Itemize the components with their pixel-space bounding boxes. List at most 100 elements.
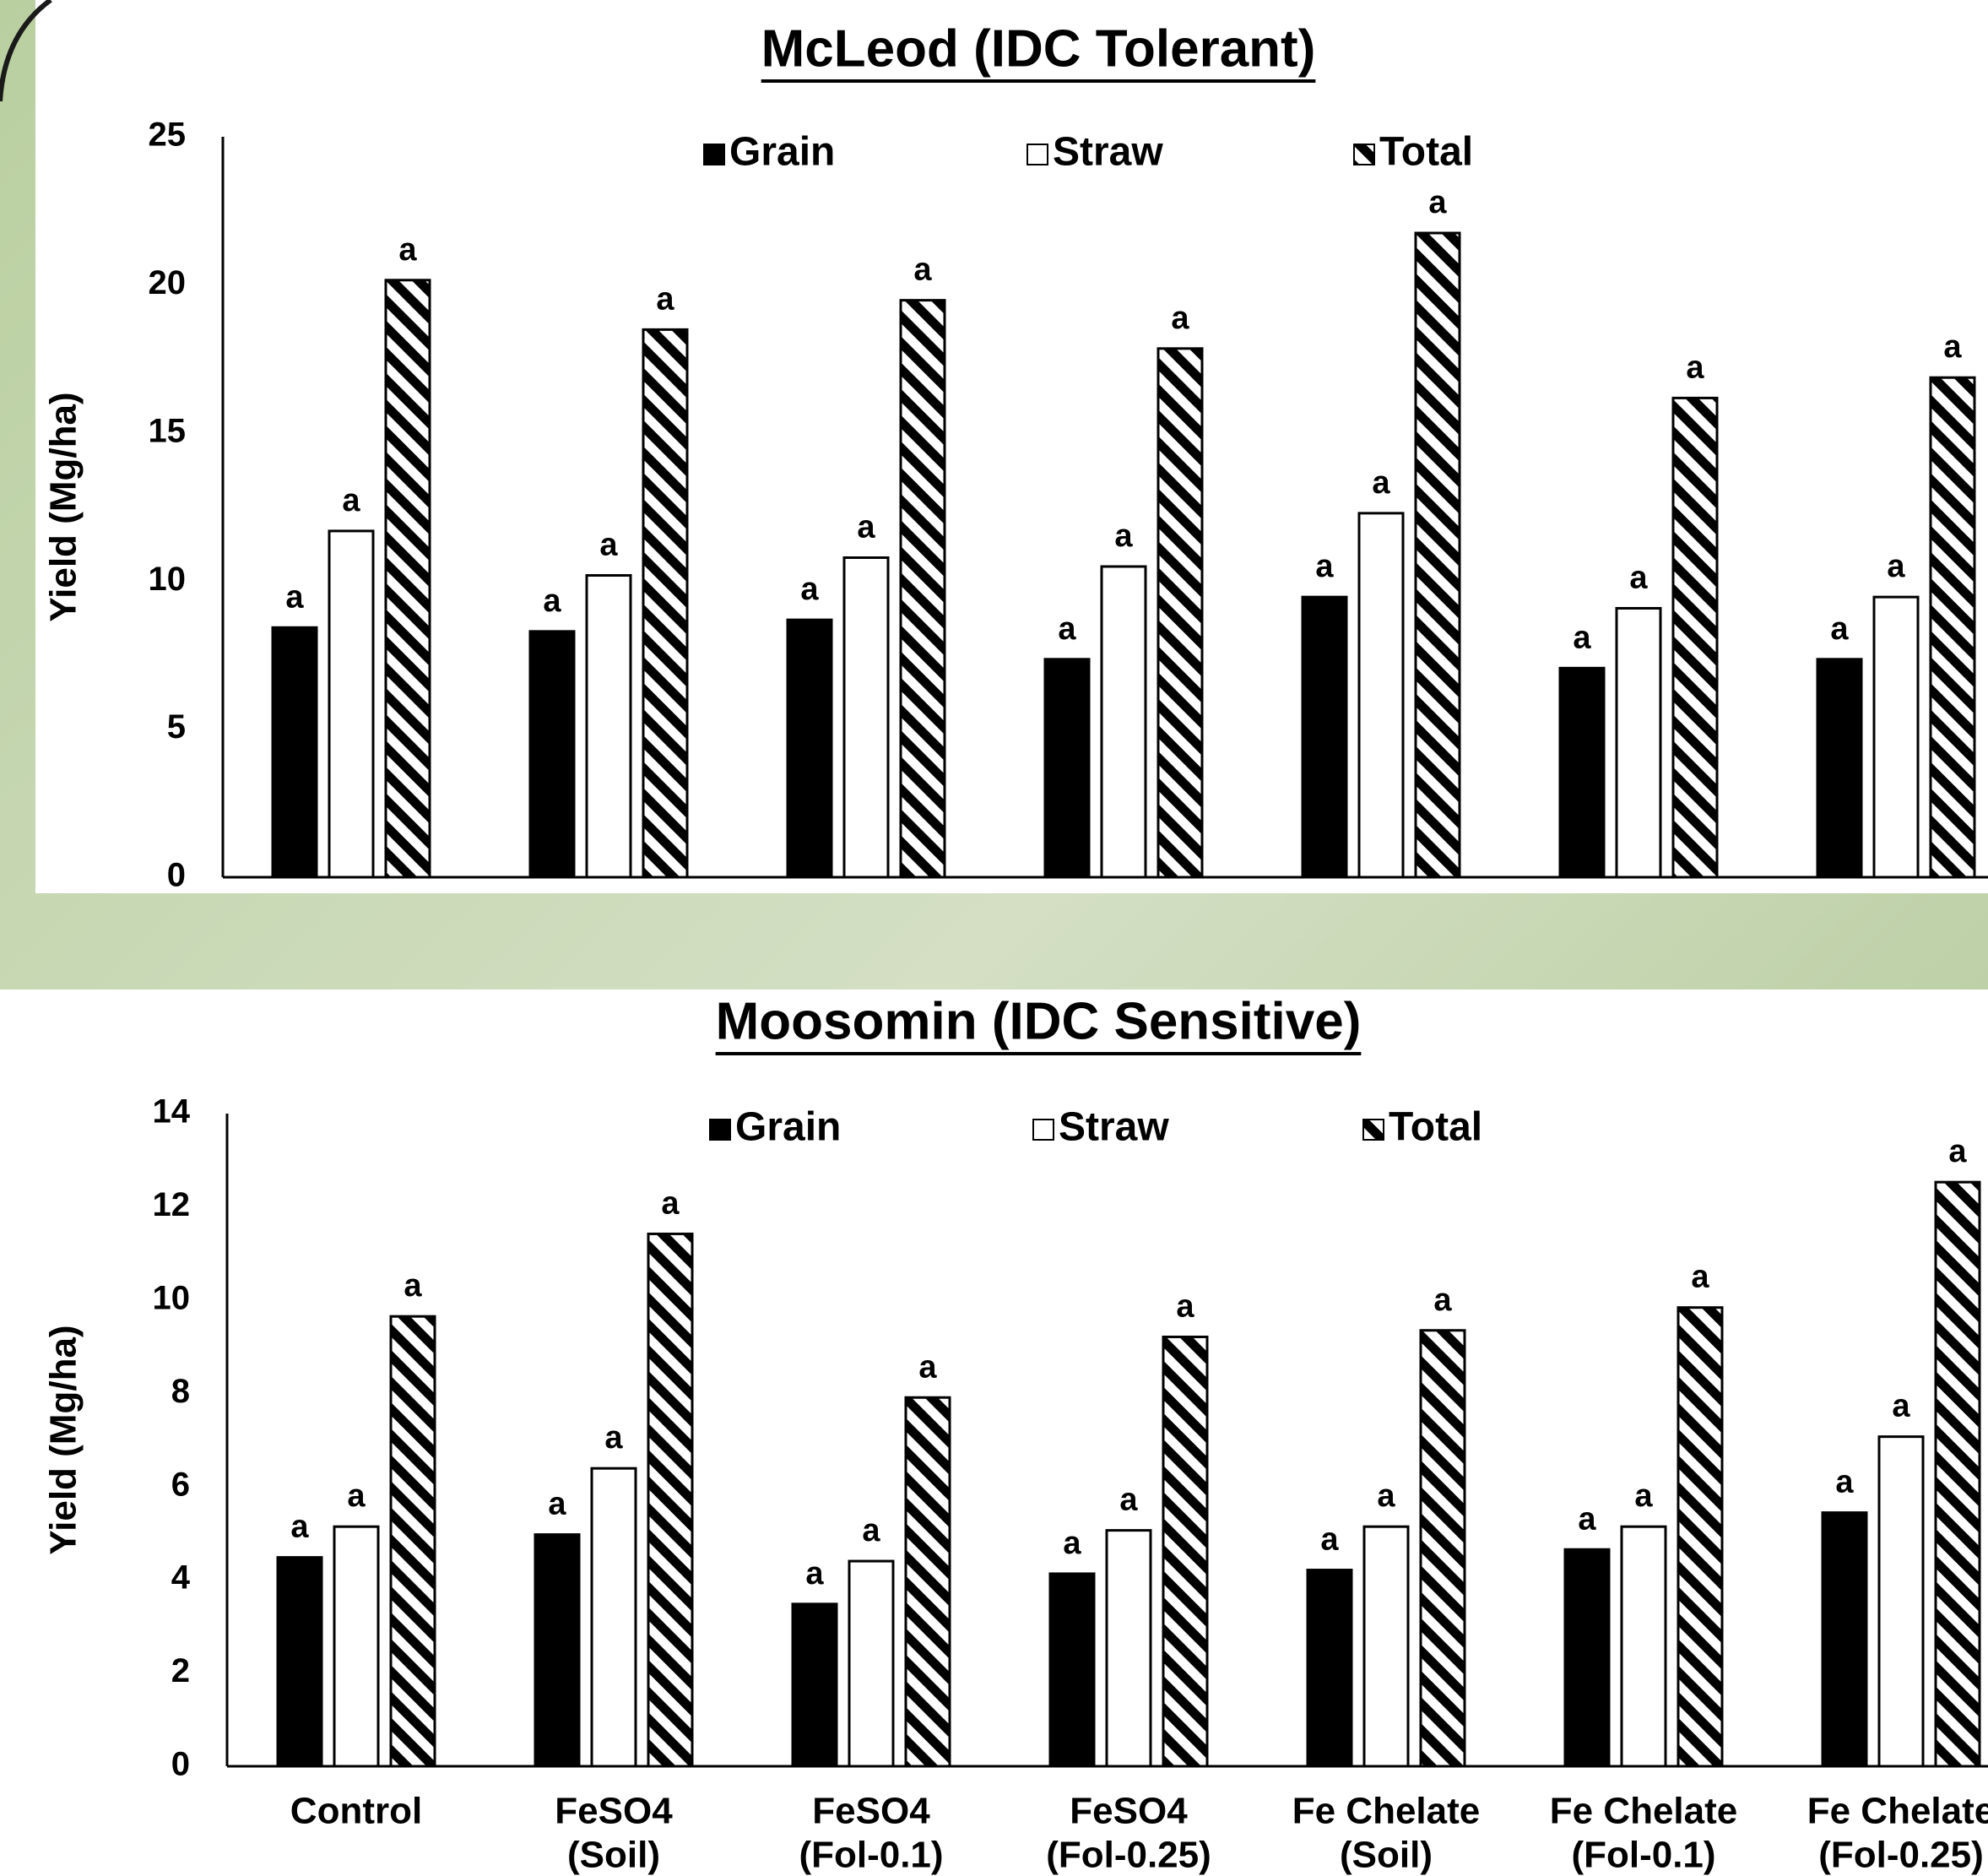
bar [1102,567,1146,877]
bar [901,301,945,877]
significance-letter: a [1948,1134,1967,1169]
x-tick-label: Control [290,1791,422,1832]
bar [1158,349,1202,877]
significance-letter: a [1058,611,1076,647]
bar [391,1316,435,1766]
bar [278,1558,322,1766]
bar [788,620,831,877]
significance-letter: a [1176,1289,1194,1325]
significance-letter: a [862,1513,880,1548]
legend-label: Straw [1059,1105,1169,1150]
x-tick-label: (Fol-0.1) [1571,1835,1715,1876]
significance-letter: a [913,252,932,288]
bar [849,1561,893,1766]
significance-letter: a [1114,518,1133,554]
x-tick-label: Fe Chelate [1550,1791,1738,1832]
y-tick-label: 12 [153,1186,191,1223]
y-tick-label: 6 [171,1466,190,1503]
significance-letter: a [1377,1478,1395,1514]
bar [1364,1526,1408,1766]
significance-letter: a [1433,1282,1452,1318]
significance-letter: a [800,572,819,607]
chart: McLeod (IDC Tolerant)Yield (Mg/ha)051015… [0,0,1988,1876]
significance-letter: a [661,1185,680,1221]
y-tick-label: 10 [153,1279,191,1316]
y-axis-label: Yield (Mg/ha) [43,1325,84,1554]
bar [1045,659,1089,877]
significance-letter: a [347,1478,366,1514]
x-tick-label: FeSO4 [812,1791,930,1832]
significance-letter: a [1063,1526,1081,1561]
bar [386,280,430,877]
significance-letter: a [1320,1522,1339,1558]
bar [906,1397,950,1766]
x-tick-label: (Fol-0.1) [799,1835,943,1876]
bar [1622,1526,1666,1766]
significance-letter: a [285,579,304,615]
x-tick-label: Fe Chelate [1292,1791,1481,1832]
significance-letter: a [599,528,618,563]
legend-swatch [710,1120,730,1140]
significance-letter: a [398,232,417,268]
y-tick-label: 25 [149,117,187,154]
significance-letter: a [1372,465,1390,501]
bar [1874,597,1918,877]
legend-label: Grain [735,1105,841,1150]
legend-swatch [1363,1120,1384,1140]
significance-letter: a [342,483,360,518]
significance-letter: a [656,281,674,317]
significance-letter: a [1686,350,1704,385]
legend-label: Total [1389,1105,1482,1150]
bar [1308,1570,1352,1766]
legend-swatch [1027,144,1048,165]
chart-title: McLeod (IDC Tolerant) [761,19,1316,78]
significance-letter: a [604,1420,623,1456]
significance-letter: a [1171,301,1189,336]
significance-letter: a [1629,561,1648,596]
y-tick-label: 0 [167,857,186,894]
legend-label: Grain [729,130,835,175]
significance-letter: a [1887,549,1905,584]
bar [844,557,888,877]
bar [1565,1549,1609,1766]
legend-swatch [1354,144,1374,165]
bar [793,1604,837,1766]
significance-letter: a [1892,1389,1910,1424]
chart-title: Moosomin (IDC Sensitive) [716,992,1362,1050]
y-tick-label: 4 [171,1559,191,1597]
y-tick-label: 20 [149,264,187,301]
bar [643,329,687,877]
y-tick-label: 8 [171,1373,190,1410]
bar [1936,1182,1980,1766]
significance-letter: a [548,1487,566,1522]
bar [1107,1531,1151,1766]
significance-letter: a [805,1556,824,1591]
bar [1303,597,1346,877]
bar [1673,398,1717,877]
significance-letter: a [543,583,561,619]
bar [1050,1574,1094,1766]
significance-letter: a [918,1349,937,1385]
significance-letter: a [404,1268,422,1304]
bar [1823,1513,1866,1766]
y-tick-label: 15 [149,412,187,449]
significance-letter: a [1835,1465,1854,1500]
significance-letter: a [1943,329,1962,365]
bar [273,627,317,877]
bar [1359,513,1403,877]
bar [1879,1437,1923,1766]
legend-swatch [704,144,724,165]
x-tick-label: (Soil) [567,1835,660,1876]
y-tick-label: 14 [153,1093,191,1130]
bar [648,1233,692,1766]
y-axis-label: Yield (Mg/ha) [43,392,84,621]
significance-letter: a [1634,1478,1653,1514]
significance-letter: a [1573,620,1591,655]
significance-letter: a [1691,1260,1709,1295]
significance-letter: a [290,1510,309,1545]
legend-label: Total [1379,130,1473,175]
significance-letter: a [1428,185,1447,220]
y-tick-label: 10 [149,561,187,598]
bar [530,632,574,877]
bar [1617,608,1660,877]
